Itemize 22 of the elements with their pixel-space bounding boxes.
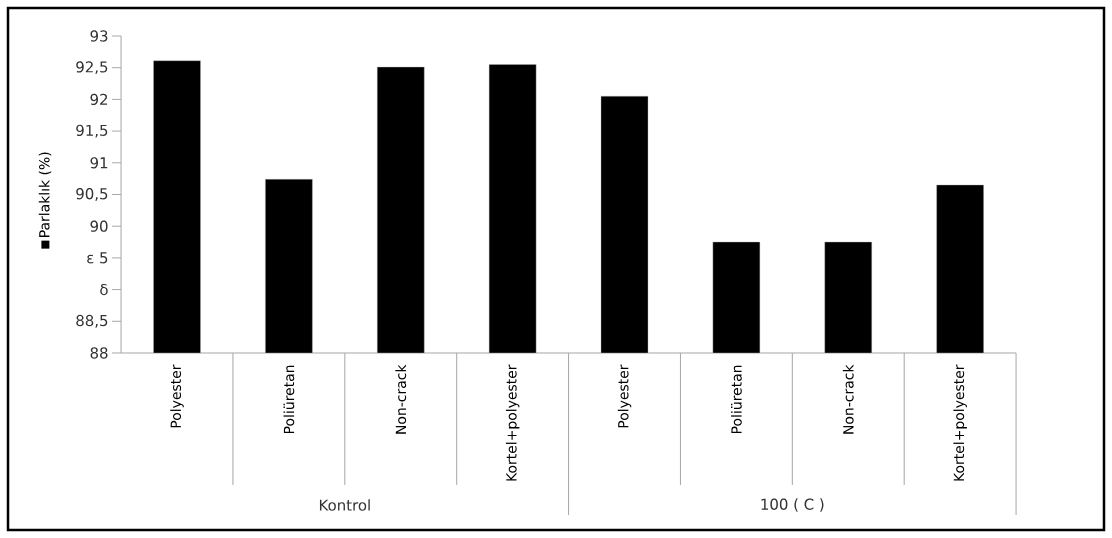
x-tick-label: Kortel+polyester [953,364,967,481]
x-tick-label: Non-crack [395,364,407,434]
x-tick-label: Polyester [617,364,632,428]
text: Parlaklık (%) [38,152,52,237]
y-tick-label: 90 [90,220,108,232]
text: 100 ( C ) [761,498,824,512]
y-tick-label: 91,5 [76,124,108,138]
text: Kontrol [319,499,370,511]
x-tick-label: Non-crack [842,364,854,434]
x-tick-label: Polyester [170,364,184,428]
y-tick-label: 91 [90,157,108,169]
y-tick-label: 92 [90,93,108,106]
y-tick-label: 92,5 [76,61,108,75]
x-tick-label: Poliüretan [283,365,295,434]
x-tick-label: Kortel+polyester [505,364,520,481]
y-tick-label: 93 [90,30,108,42]
y-tick-label: 88,5 [76,314,108,328]
y-tick-label: δ [100,283,108,296]
y-tick-label: 88 [90,347,108,359]
y-tick-label: 90,5 [76,188,108,201]
x-tick-label: Poliüretan [730,365,742,434]
y-tick-label: ε 5 [87,252,108,264]
